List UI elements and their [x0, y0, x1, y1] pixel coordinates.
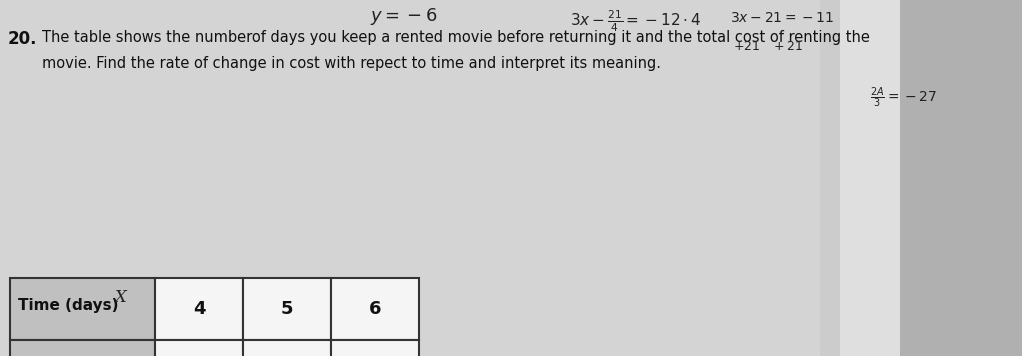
Text: $\mathit{3x - 21 = -11}$: $\mathit{3x - 21 = -11}$	[730, 11, 834, 25]
FancyBboxPatch shape	[840, 0, 900, 356]
FancyBboxPatch shape	[10, 278, 155, 340]
FancyBboxPatch shape	[10, 340, 155, 356]
Text: 20.: 20.	[8, 30, 38, 48]
FancyBboxPatch shape	[331, 278, 419, 340]
Text: The table shows the numberof days you keep a rented movie before returning it an: The table shows the numberof days you ke…	[42, 30, 870, 45]
FancyBboxPatch shape	[243, 340, 331, 356]
Text: $\mathit{+21 \quad +21}$: $\mathit{+21 \quad +21}$	[733, 40, 803, 53]
FancyBboxPatch shape	[155, 340, 243, 356]
Text: 4: 4	[193, 300, 205, 318]
FancyBboxPatch shape	[243, 278, 331, 340]
FancyBboxPatch shape	[0, 0, 820, 356]
FancyBboxPatch shape	[155, 278, 243, 340]
Text: X: X	[114, 289, 127, 307]
Text: $\mathit{y = -6}$: $\mathit{y = -6}$	[370, 6, 437, 27]
FancyBboxPatch shape	[331, 340, 419, 356]
Text: movie. Find the rate of change in cost with repect to time and interpret its mea: movie. Find the rate of change in cost w…	[42, 56, 661, 71]
Text: 6: 6	[369, 300, 381, 318]
Text: $\mathit{3x - \frac{21}{4} = -12 \cdot 4}$: $\mathit{3x - \frac{21}{4} = -12 \cdot 4…	[570, 8, 701, 33]
FancyBboxPatch shape	[900, 0, 1022, 356]
Text: Time (days): Time (days)	[18, 298, 119, 313]
Text: $\frac{2A}{3} = -27$: $\frac{2A}{3} = -27$	[870, 86, 937, 110]
Text: 5: 5	[281, 300, 293, 318]
